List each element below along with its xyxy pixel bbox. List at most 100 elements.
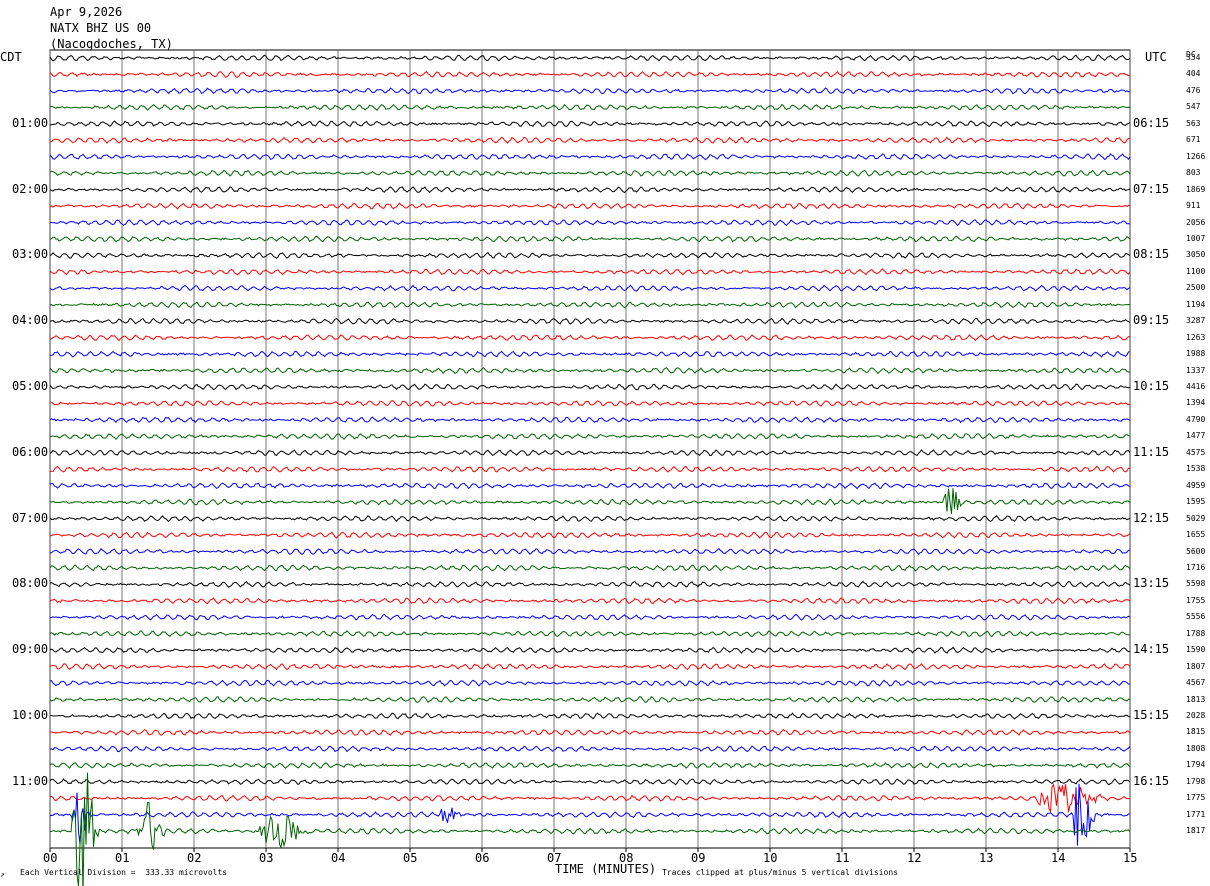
seismic-trace [49,54,1131,62]
seismic-trace [49,416,1131,424]
dc-offset-label: 1590 [1186,645,1206,655]
dc-offset-label: 1817 [1186,826,1206,836]
dc-offset-label: 1815 [1186,727,1206,737]
seismic-trace [49,728,1131,736]
seismic-trace [49,646,1131,654]
x-tick-label: 06 [475,851,490,865]
trace-group [49,54,1131,886]
seismic-trace [49,514,1131,523]
seismic-trace [50,712,1131,720]
seismic-trace [49,120,1131,128]
left-hour-label: 03:00 [12,247,49,262]
dc-offset-label: 1100 [1186,266,1206,276]
seismic-trace [49,783,1131,814]
seismic-trace [49,449,1131,457]
right-hour-label: 16:15 [1133,773,1170,788]
x-tick-label: 01 [115,851,130,865]
dc-offset-label: 4790 [1186,414,1206,424]
dc-offset-label: 4959 [1186,480,1206,490]
seismic-trace [49,186,1131,194]
left-hour-label: 01:00 [12,115,49,130]
seismic-trace [49,488,1131,514]
dc-offset-label: 911 [1186,201,1201,211]
seismic-trace [49,70,1131,78]
dc-offset-label: 1337 [1186,365,1206,375]
x-tick-label: 05 [403,851,418,865]
x-tick-label: 09 [691,851,706,865]
seismic-trace [49,783,1130,846]
right-hour-label: 08:15 [1133,247,1170,262]
header-date: Apr 9,2026 [50,5,123,19]
x-tick-label: 02 [187,851,202,865]
header-station: NATX BHZ US 00 [50,21,152,35]
dc-offset-label: 4567 [1186,678,1206,688]
seismic-trace [49,400,1131,408]
dc-label: DC [1186,50,1196,59]
seismic-trace [49,679,1131,687]
left-hour-label: 10:00 [12,708,49,722]
dc-offset-label: 5029 [1186,513,1206,523]
seismic-trace [49,778,1131,786]
right-hour-label: 10:15 [1133,379,1170,393]
dc-offset-label: 4416 [1186,382,1206,391]
seismic-trace [49,630,1131,638]
dc-offset-label: 1798 [1186,776,1206,786]
seismic-trace [50,613,1131,621]
x-tick-label: 08 [619,851,634,865]
seismic-trace [49,218,1131,227]
dc-offset-label: 1007 [1186,233,1206,243]
seismic-trace [49,662,1131,671]
seismic-trace [49,153,1131,161]
dc-offset-label: 5556 [1186,612,1206,622]
seismic-trace [49,482,1131,490]
left-hour-label: 04:00 [12,313,49,328]
seismic-trace [49,268,1131,276]
clip-note: Traces clipped at plus/minus 5 vertical … [662,868,899,877]
x-tick-label: 13 [979,851,994,865]
dc-offset-label: 563 [1186,118,1201,128]
left-hour-label: 08:00 [12,576,49,591]
seismic-trace [49,465,1131,473]
right-hour-label: 14:15 [1133,642,1170,657]
scale-note: Each Vertical Division = 333.33 microvol… [20,868,228,877]
dc-offset-label: 1807 [1186,661,1206,671]
seismic-trace [49,87,1131,95]
left-timezone: CDT [0,50,22,64]
seismic-trace [49,433,1131,440]
dc-offset-label: 3050 [1186,250,1206,260]
seismic-trace [49,547,1131,556]
left-hour-label: 02:00 [12,181,49,196]
seismic-trace [49,531,1131,539]
right-hour-label: 13:15 [1133,576,1170,591]
seismic-trace [49,597,1131,605]
dc-offset-label: 404 [1186,69,1201,79]
dc-offset-label: 4575 [1186,447,1206,457]
seismic-trace [49,284,1131,292]
left-hour-label: 11:00 [12,773,49,788]
dc-offset-label: 547 [1186,102,1201,112]
dc-offset-label: 1808 [1186,743,1206,753]
right-hour-label: 15:15 [1133,708,1170,722]
dc-offset-label: 1394 [1186,398,1206,408]
header-location: (Nacogdoches, TX) [50,37,173,51]
dc-offset-label: 1477 [1186,431,1206,441]
dc-offset-label: 2028 [1186,711,1206,720]
dc-offset-label: 1266 [1186,151,1206,161]
x-tick-label: 03 [259,851,274,865]
dc-offset-label: 2500 [1186,283,1206,293]
left-hour-label: 09:00 [12,642,49,657]
dc-offset-label: 476 [1186,85,1201,95]
right-hour-label: 07:15 [1133,181,1170,196]
dc-offset-label: 1716 [1186,562,1206,572]
dc-offset-label: 1988 [1186,349,1206,359]
seismic-trace [50,772,1131,886]
seismic-trace [49,564,1131,572]
dc-offset-label: 3287 [1186,316,1206,326]
x-tick-label: 14 [1051,851,1066,865]
dc-offset-label: 334 [1186,53,1201,62]
dc-offset-label: 1263 [1186,332,1206,342]
corner-icon: ↗ [0,870,5,879]
dc-offset-label: 1655 [1186,530,1206,540]
dc-offset-label: 1538 [1186,464,1206,474]
